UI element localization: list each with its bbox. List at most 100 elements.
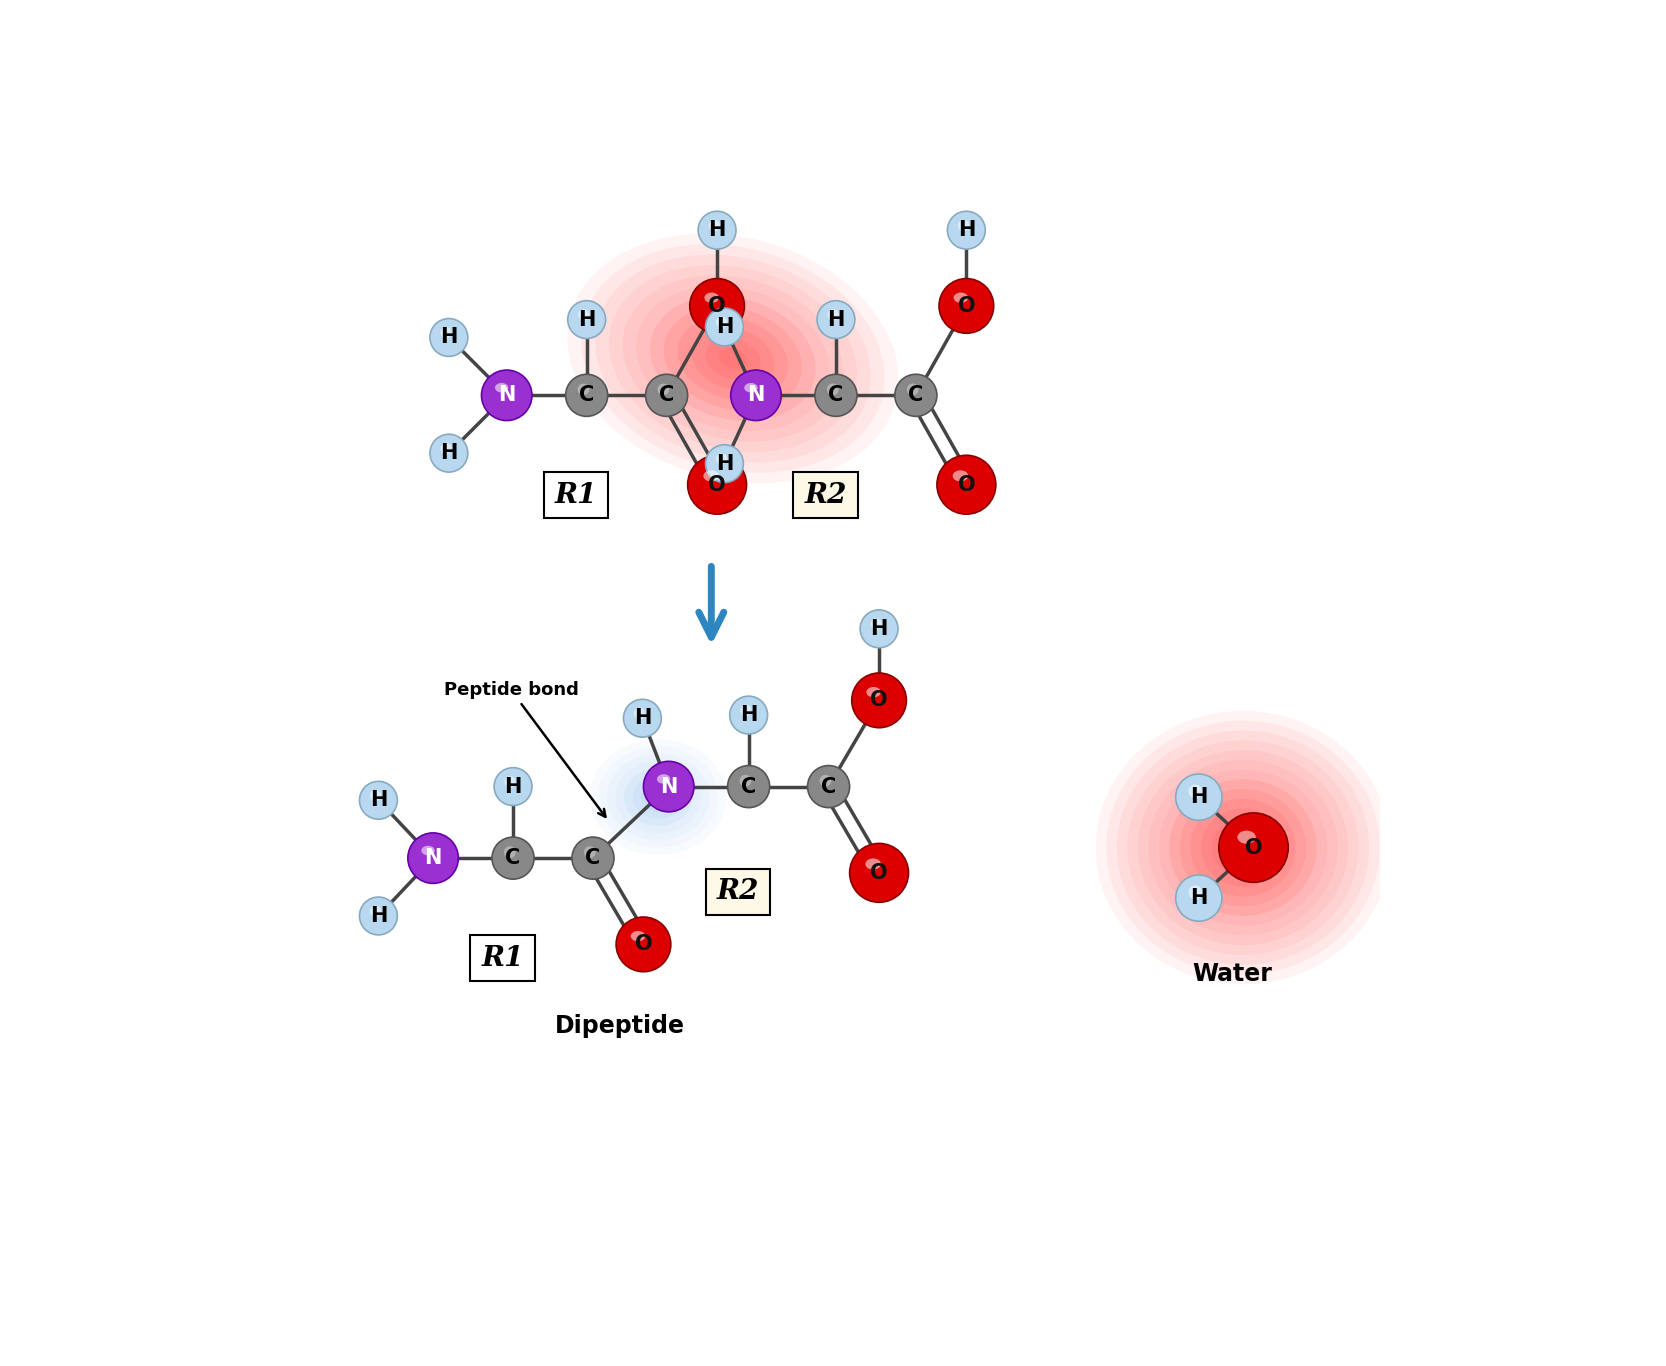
Text: C: C (505, 848, 521, 869)
Circle shape (1188, 885, 1203, 899)
Circle shape (958, 220, 970, 231)
Text: C: C (908, 385, 923, 406)
Ellipse shape (1211, 818, 1274, 877)
Circle shape (850, 843, 908, 903)
Circle shape (360, 781, 397, 820)
Ellipse shape (598, 746, 718, 848)
Ellipse shape (678, 317, 788, 400)
Ellipse shape (953, 470, 968, 481)
Circle shape (568, 301, 606, 339)
Circle shape (430, 318, 468, 357)
Circle shape (815, 374, 856, 417)
Ellipse shape (1160, 769, 1328, 926)
Circle shape (708, 220, 720, 231)
Text: O: O (958, 475, 975, 494)
Text: R1: R1 (555, 482, 598, 508)
Text: N: N (660, 777, 678, 796)
Text: N: N (425, 848, 441, 869)
Text: H: H (740, 705, 758, 725)
Circle shape (571, 837, 615, 880)
Text: O: O (708, 296, 726, 316)
Circle shape (645, 374, 688, 417)
Ellipse shape (650, 296, 816, 421)
Ellipse shape (1180, 790, 1306, 906)
Ellipse shape (1148, 759, 1338, 936)
Circle shape (495, 768, 531, 806)
Text: O: O (708, 475, 726, 494)
Circle shape (820, 775, 831, 787)
Circle shape (698, 212, 736, 249)
Circle shape (578, 384, 590, 395)
Text: H: H (958, 220, 975, 240)
Ellipse shape (1116, 731, 1369, 964)
Circle shape (360, 897, 397, 934)
Ellipse shape (866, 687, 881, 697)
Circle shape (370, 790, 382, 802)
Text: H: H (828, 310, 845, 329)
Text: Dipeptide: Dipeptide (555, 1015, 685, 1038)
Circle shape (643, 761, 695, 811)
Circle shape (688, 455, 746, 514)
Circle shape (408, 833, 458, 884)
Circle shape (860, 609, 898, 647)
Ellipse shape (568, 234, 898, 484)
Text: H: H (440, 443, 458, 463)
Ellipse shape (865, 858, 881, 870)
Circle shape (1220, 813, 1288, 882)
Ellipse shape (953, 292, 968, 303)
Ellipse shape (1201, 809, 1284, 887)
Ellipse shape (608, 265, 856, 452)
FancyBboxPatch shape (470, 934, 535, 981)
Ellipse shape (1170, 779, 1316, 917)
Circle shape (491, 837, 535, 880)
Text: H: H (1190, 888, 1208, 908)
Text: O: O (870, 863, 888, 882)
Text: C: C (821, 777, 836, 796)
Circle shape (583, 847, 596, 858)
Ellipse shape (1233, 837, 1253, 858)
Ellipse shape (703, 470, 720, 481)
Circle shape (690, 279, 745, 333)
Text: H: H (708, 220, 726, 240)
Ellipse shape (720, 348, 746, 369)
Text: O: O (958, 296, 975, 316)
Ellipse shape (745, 382, 758, 392)
Text: H: H (505, 777, 521, 796)
Circle shape (740, 775, 751, 787)
Ellipse shape (656, 775, 670, 784)
Circle shape (940, 279, 993, 333)
Text: R1: R1 (481, 944, 523, 971)
Text: O: O (1245, 837, 1263, 858)
Text: C: C (741, 777, 756, 796)
Circle shape (936, 455, 996, 514)
Text: C: C (585, 848, 601, 869)
Text: H: H (370, 791, 387, 810)
Ellipse shape (606, 754, 710, 840)
Circle shape (705, 445, 743, 482)
Circle shape (505, 776, 516, 788)
Text: H: H (578, 310, 595, 329)
Ellipse shape (625, 768, 693, 826)
Circle shape (370, 906, 382, 917)
Circle shape (440, 326, 451, 339)
Ellipse shape (1128, 740, 1359, 955)
Ellipse shape (650, 790, 666, 805)
Circle shape (826, 384, 838, 395)
Circle shape (440, 443, 451, 454)
Circle shape (481, 370, 531, 421)
Circle shape (716, 454, 728, 464)
Ellipse shape (1138, 750, 1348, 945)
Circle shape (948, 212, 985, 249)
Ellipse shape (705, 292, 720, 303)
Circle shape (895, 374, 936, 417)
Ellipse shape (636, 285, 830, 432)
Text: O: O (870, 690, 888, 710)
Text: R2: R2 (716, 878, 760, 906)
Ellipse shape (615, 761, 701, 833)
Circle shape (740, 705, 751, 716)
Circle shape (658, 384, 670, 395)
Text: C: C (580, 385, 595, 406)
Text: H: H (633, 708, 651, 728)
Circle shape (1188, 784, 1203, 798)
Ellipse shape (495, 382, 508, 392)
